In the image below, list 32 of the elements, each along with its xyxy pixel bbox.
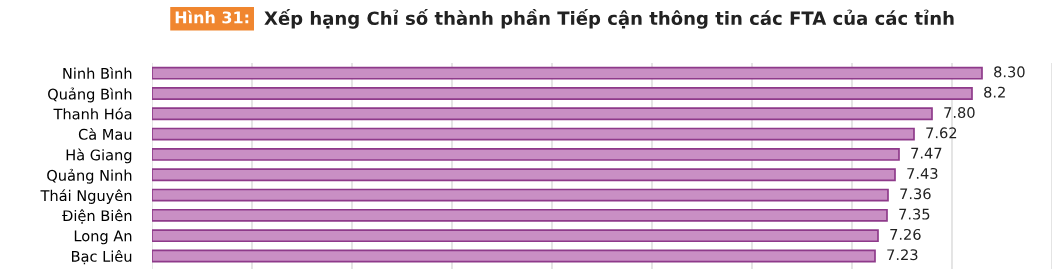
- data-label: 7.36: [900, 188, 931, 200]
- data-label: 8.2: [984, 86, 1005, 98]
- y-tick-label: Thanh Hóa: [53, 107, 132, 120]
- data-label: 7.35: [899, 208, 930, 220]
- y-tick-label: Thái Nguyên: [40, 189, 132, 204]
- y-tick-label: Quảng Ninh: [47, 168, 132, 184]
- text: Hình 31:: [175, 10, 249, 24]
- bar: [152, 188, 889, 202]
- bar: [152, 107, 933, 121]
- chart-title: Xếp hạng Chỉ số thành phần Tiếp cận thông tin các FTA của các tỉnh: [264, 8, 954, 29]
- bar: [152, 66, 983, 80]
- y-tick-label: Hà Giang: [66, 148, 132, 164]
- bar: [152, 87, 973, 100]
- bar: [152, 168, 896, 182]
- bar: [152, 147, 900, 161]
- data-label: 7.26: [890, 228, 921, 240]
- y-tick-label: Điện Biên: [62, 209, 132, 224]
- data-label: 7.62: [926, 127, 957, 139]
- data-label: 7.43: [907, 167, 938, 179]
- y-tick-label: Long An: [74, 230, 132, 245]
- y-tick-label: Ninh Bình: [63, 67, 132, 79]
- data-label: 7.80: [944, 106, 975, 119]
- data-label: 7.47: [911, 147, 942, 159]
- data-label: 8.30: [994, 66, 1025, 78]
- data-label: 7.23: [887, 249, 918, 261]
- bar: [152, 249, 876, 263]
- y-tick-label: Bạc Liêu: [72, 249, 132, 265]
- bar: [152, 127, 915, 141]
- bar: [152, 229, 879, 243]
- y-tick-label: Quảng Bình: [48, 87, 132, 103]
- y-tick-label: Cà Mau: [78, 127, 132, 140]
- bar: [152, 208, 888, 222]
